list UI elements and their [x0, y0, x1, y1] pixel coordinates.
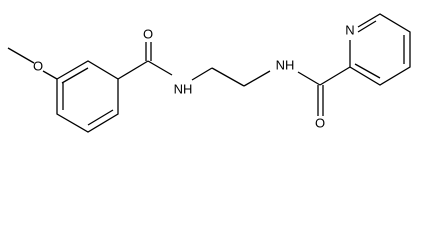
atom-label: NH [276, 57, 295, 72]
atom-label: O [315, 115, 325, 130]
bond [319, 66, 351, 86]
bond [117, 60, 149, 80]
bond [147, 60, 173, 76]
bond [243, 70, 271, 87]
atom-label: N [345, 22, 354, 37]
bond [297, 71, 321, 86]
bond [357, 20, 377, 33]
bonds [7, 13, 411, 133]
bond [87, 109, 114, 126]
bond [354, 63, 381, 79]
bond [61, 67, 89, 84]
bond [56, 60, 119, 133]
bond [211, 67, 245, 87]
atom-label: NH [174, 81, 193, 96]
bond [42, 70, 58, 80]
bond [349, 13, 411, 86]
molecule: O O NH NH O N [7, 13, 411, 133]
bond [7, 47, 35, 64]
atom-label: O [33, 58, 43, 73]
atom-label: O [143, 26, 153, 41]
bond [191, 67, 213, 81]
